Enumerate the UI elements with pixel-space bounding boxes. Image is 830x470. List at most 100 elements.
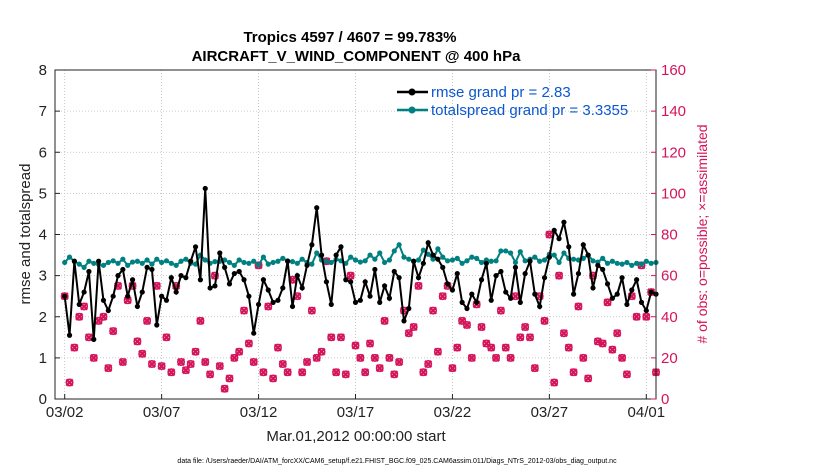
obs-assimilated-point [298, 368, 307, 377]
obs-assimilated-point [80, 302, 89, 311]
obs-possible-point [453, 343, 462, 352]
rmse-point [134, 303, 140, 310]
totalspread-point [362, 258, 368, 264]
rmse-point [163, 297, 170, 303]
totalspread-point [134, 258, 140, 264]
obs-possible-point [138, 349, 147, 358]
rmse-point [241, 277, 247, 283]
rmse-point [609, 295, 615, 301]
obs-possible-point [75, 312, 84, 321]
rmse-point [178, 273, 184, 279]
totalspread-point [571, 256, 577, 262]
obs-assimilated-point [220, 384, 229, 393]
obs-assimilated-point [613, 329, 622, 338]
rmse-point [231, 270, 237, 277]
obs-possible-point [220, 384, 229, 393]
y-tick-label-right: 0 [661, 391, 669, 408]
obs-assimilated-point [395, 358, 404, 366]
rmse-point [541, 275, 548, 281]
totalspread-point [430, 256, 436, 262]
totalspread-point [251, 258, 257, 264]
totalspread-point [367, 252, 373, 258]
obs-assimilated-point [603, 298, 612, 307]
obs-assimilated-point [409, 323, 418, 332]
obs-possible-point [501, 343, 510, 352]
x-tick-label: 03/02 [46, 404, 84, 421]
totalspread-point [100, 262, 107, 268]
totalspread-point [178, 258, 184, 264]
rmse-point [425, 240, 431, 246]
rmse-point [217, 250, 223, 256]
rmse-point [207, 285, 213, 291]
obs-possible-point [409, 323, 418, 332]
obs-possible-point [492, 353, 501, 362]
rmse-point [493, 273, 499, 279]
y-tick-label-right: 100 [661, 185, 686, 202]
totalspread-point [105, 259, 111, 266]
obs-possible-point [332, 368, 341, 377]
totalspread-point [590, 258, 596, 264]
rmse-point [512, 264, 519, 270]
rmse-point [192, 244, 199, 250]
rmse-point [527, 258, 533, 264]
rmse-point [638, 299, 645, 305]
rmse-point [129, 277, 136, 283]
rmse-point [459, 299, 465, 305]
obs-possible-point [157, 362, 166, 371]
obs-assimilated-point [133, 337, 142, 346]
totalspread-point [614, 260, 620, 266]
obs-possible-point [414, 281, 423, 290]
obs-assimilated-point [521, 323, 530, 332]
obs-assimilated-point [477, 323, 486, 332]
obs-assimilated-point [438, 292, 447, 301]
totalspread-point [425, 251, 431, 257]
rmse-point [517, 299, 523, 305]
rmse-point [255, 301, 262, 308]
rmse-point [580, 242, 586, 248]
obs-possible-point [133, 337, 142, 346]
totalspread-point [469, 254, 475, 260]
chart-title-line1: Tropics 4597 / 4607 = 99.783% [243, 29, 456, 46]
obs-assimilated-point [584, 374, 593, 383]
rmse-point [260, 277, 267, 283]
obs-possible-point [569, 368, 578, 377]
obs-assimilated-point [414, 281, 423, 290]
totalspread-point [624, 259, 630, 266]
obs-assimilated-point [312, 353, 321, 362]
totalspread-point [541, 257, 548, 263]
rmse-point [110, 293, 116, 299]
obs-assimilated-point [273, 343, 282, 352]
obs-possible-point [375, 364, 384, 373]
obs-possible-point [477, 323, 486, 332]
obs-possible-point [89, 353, 98, 362]
rmse-point [197, 277, 204, 283]
obs-assimilated-point [540, 316, 549, 325]
y-tick-label-right: 80 [661, 227, 678, 244]
totalspread-point [159, 259, 165, 266]
rmse-point [411, 258, 417, 264]
y-tick-label-right: 40 [661, 309, 678, 326]
obs-possible-point [312, 353, 321, 362]
rmse-point [275, 297, 281, 303]
obs-assimilated-point [249, 358, 258, 366]
rmse-point [120, 266, 126, 273]
obs-possible-point [346, 271, 355, 280]
rmse-point [309, 242, 315, 248]
rmse-point [575, 270, 582, 277]
rmse-point [188, 258, 194, 264]
rmse-point [488, 297, 494, 303]
totalspread-point [265, 261, 271, 267]
rmse-point [81, 289, 87, 295]
totalspread-point [323, 258, 330, 264]
rmse-point [154, 322, 160, 328]
rmse-point [464, 305, 470, 312]
totalspread-point [478, 259, 485, 266]
obs-assimilated-point [327, 333, 336, 342]
y-tick-label-right: 120 [661, 144, 686, 161]
obs-assimilated-point [215, 362, 224, 371]
legend-rmse-marker [408, 88, 416, 96]
totalspread-point [255, 262, 262, 268]
rmse-point [91, 336, 97, 342]
rmse-point [304, 262, 310, 268]
obs-possible-point [317, 347, 326, 356]
